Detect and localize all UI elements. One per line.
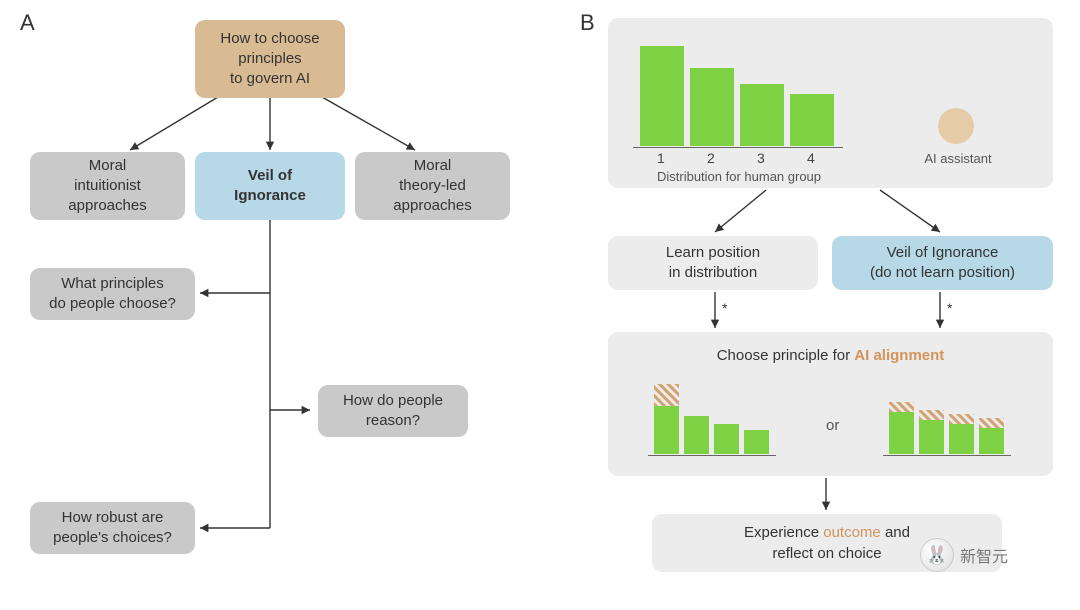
tick-3: 3 bbox=[757, 149, 765, 168]
watermark-text: 新智元 bbox=[960, 543, 1008, 567]
outcome-highlight: outcome bbox=[823, 524, 881, 541]
question-3-box: How robust are people's choices? bbox=[30, 502, 195, 554]
ai-label: AI assistant bbox=[918, 150, 998, 168]
branch-left-box: Learn position in distribution bbox=[608, 236, 818, 290]
mright-bar-4 bbox=[979, 428, 1004, 454]
watermark-icon: 🐰 bbox=[920, 538, 954, 572]
mright-hatch-3 bbox=[949, 414, 974, 424]
mright-hatch-1 bbox=[889, 402, 914, 412]
bar-4 bbox=[790, 94, 834, 146]
bar-2 bbox=[690, 68, 734, 146]
mright-bar-3 bbox=[949, 424, 974, 454]
tick-2: 2 bbox=[707, 149, 715, 168]
mright-axis bbox=[883, 455, 1011, 456]
mini-chart-left bbox=[648, 380, 778, 460]
right-branch-box: Moral theory-led approaches bbox=[355, 152, 510, 220]
mini-chart-right bbox=[883, 380, 1013, 460]
or-label: or bbox=[826, 416, 839, 436]
choose-highlight: AI alignment bbox=[854, 347, 944, 364]
star-right: * bbox=[947, 300, 952, 316]
mleft-bar-3 bbox=[714, 424, 739, 454]
mright-hatch-2 bbox=[919, 410, 944, 420]
choose-prefix: Choose principle for bbox=[717, 347, 855, 364]
ai-dot bbox=[938, 108, 974, 144]
bar-3 bbox=[740, 84, 784, 146]
panel-a-label: A bbox=[20, 10, 35, 36]
panel-b-label: B bbox=[580, 10, 595, 36]
star-left: * bbox=[722, 300, 727, 316]
mleft-hatch-1 bbox=[654, 384, 679, 406]
outcome-text: Experience outcome andreflect on choice bbox=[744, 522, 910, 564]
mleft-bar-4 bbox=[744, 430, 769, 454]
mright-bar-1 bbox=[889, 412, 914, 454]
question-1-box: What principles do people choose? bbox=[30, 268, 195, 320]
mright-hatch-4 bbox=[979, 418, 1004, 428]
top-chart-axis bbox=[633, 147, 843, 149]
question-2-box: How do people reason? bbox=[318, 385, 468, 437]
mright-bar-2 bbox=[919, 420, 944, 454]
tick-1: 1 bbox=[657, 149, 665, 168]
tick-4: 4 bbox=[807, 149, 815, 168]
choose-text: Choose principle for AI alignment bbox=[622, 346, 1039, 366]
center-branch-box: Veil of Ignorance bbox=[195, 152, 345, 220]
bar-1 bbox=[640, 46, 684, 146]
outcome-prefix: Experience bbox=[744, 524, 823, 541]
mleft-bar-2 bbox=[684, 416, 709, 454]
mleft-bar-1 bbox=[654, 406, 679, 454]
branch-right-box: Veil of Ignorance (do not learn position… bbox=[832, 236, 1053, 290]
watermark: 🐰 新智元 bbox=[920, 538, 1008, 572]
top-chart-xlabel: Distribution for human group bbox=[644, 168, 834, 186]
top-chart-container: 1 2 3 4 Distribution for human group AI … bbox=[608, 18, 1053, 188]
root-box: How to choose principles to govern AI bbox=[195, 20, 345, 98]
choose-container: Choose principle for AI alignment or bbox=[608, 332, 1053, 476]
mleft-axis bbox=[648, 455, 776, 456]
left-branch-box: Moral intuitionist approaches bbox=[30, 152, 185, 220]
